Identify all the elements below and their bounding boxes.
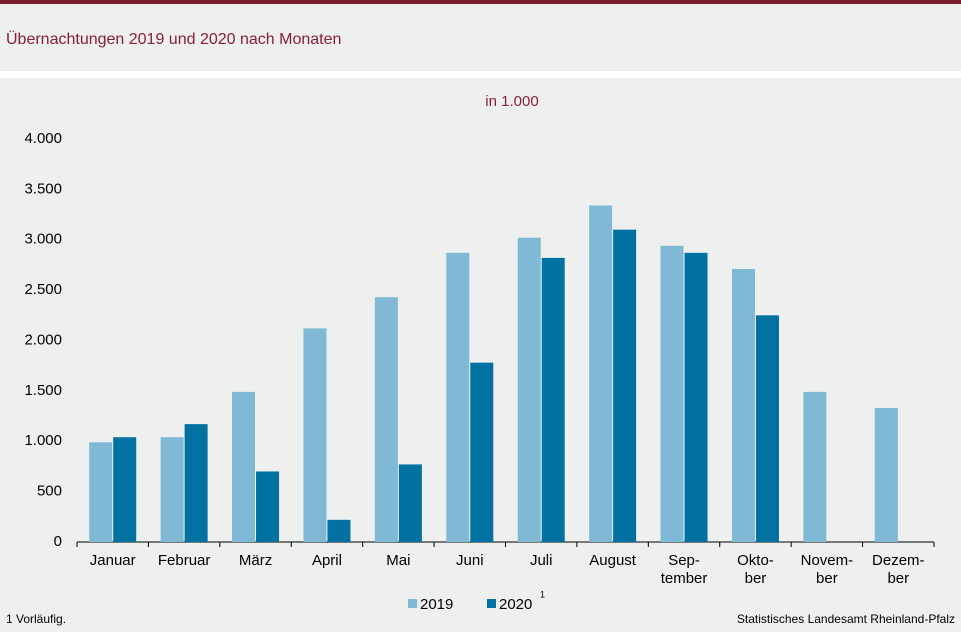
bar	[160, 437, 184, 542]
x-tick-label: Februar	[158, 552, 211, 569]
y-tick-label: 1.000	[24, 432, 62, 449]
bar	[684, 252, 708, 542]
source: Statistisches Landesamt Rheinland-Pfalz	[737, 612, 955, 626]
chart-title: Übernachtungen 2019 und 2020 nach Monate…	[6, 30, 341, 48]
x-tick-label: März	[239, 552, 272, 569]
y-tick-label: 3.500	[24, 180, 62, 197]
x-tick-label: August	[589, 552, 637, 569]
bar	[374, 297, 398, 542]
bar	[470, 362, 494, 542]
footnote: 1 Vorläufig.	[6, 612, 66, 626]
y-tick-label: 2.000	[24, 331, 62, 348]
separator	[0, 71, 961, 78]
bar	[874, 408, 898, 542]
x-tick-label: Novem-ber	[801, 552, 854, 587]
y-tick-label: 2.500	[24, 281, 62, 298]
bar	[89, 442, 113, 542]
bar	[660, 245, 684, 543]
x-tick-label: Juli	[530, 552, 553, 569]
x-tick-label: Juni	[456, 552, 484, 569]
y-tick-label: 3.000	[24, 231, 62, 248]
bar	[589, 205, 613, 542]
bar	[803, 391, 827, 542]
bar	[256, 471, 280, 542]
bar	[398, 464, 422, 542]
top-bar	[0, 0, 961, 4]
bar	[327, 519, 351, 542]
bar	[184, 424, 208, 542]
bar	[232, 391, 256, 542]
legend-swatch	[487, 599, 496, 608]
legend-label: 2020	[499, 596, 532, 613]
x-tick-label: Okto-ber	[737, 552, 774, 587]
legend-note-marker: 1	[540, 589, 545, 599]
legend-label: 2019	[420, 596, 453, 613]
bar	[541, 257, 565, 542]
bar	[113, 437, 137, 542]
x-tick-label: Sep-tember	[661, 552, 708, 587]
y-tick-label: 4.000	[24, 130, 62, 147]
chart-subtitle: in 1.000	[485, 93, 538, 110]
y-tick-label: 1.500	[24, 382, 62, 399]
legend-swatch	[408, 599, 417, 608]
x-tick-label: Januar	[90, 552, 136, 569]
bar	[731, 268, 755, 542]
y-tick-label: 0	[54, 533, 62, 550]
bar	[613, 229, 637, 543]
bar	[446, 252, 470, 542]
x-tick-label: Mai	[386, 552, 410, 569]
x-tick-label: Dezem-ber	[872, 552, 925, 587]
bar	[517, 237, 541, 543]
bar	[303, 328, 327, 542]
y-tick-label: 500	[37, 483, 62, 500]
bar	[755, 315, 779, 542]
x-tick-label: April	[312, 552, 342, 569]
